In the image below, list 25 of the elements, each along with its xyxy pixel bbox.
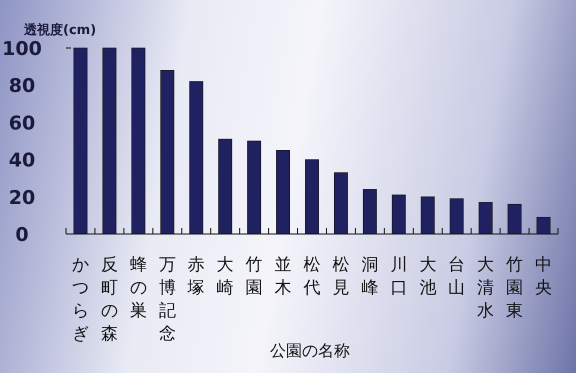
x-axis-title: 公園の名称 [270, 341, 350, 360]
x-tick-label: 蜂の巣 [130, 255, 147, 321]
x-tick-label: 大池 [419, 255, 436, 298]
y-axis-title: 透視度(cm) [23, 22, 96, 38]
y-tick-label: 100 [2, 38, 42, 60]
x-tick-label: 竹園東 [506, 255, 524, 321]
x-tick-label: 松見 [332, 255, 350, 298]
x-tick-label: 川口 [390, 255, 408, 298]
x-tick-label: 大崎 [216, 255, 234, 298]
x-tick-label: 竹園 [246, 255, 263, 298]
y-tick-label: 20 [8, 186, 36, 209]
y-tick-label: 80 [8, 75, 36, 98]
y-tick-label: 60 [8, 112, 36, 134]
x-tick-label: かつらぎ [72, 255, 89, 344]
x-tick-label: 並木 [274, 255, 292, 298]
x-tick-label: 中央 [535, 255, 552, 298]
y-tick-label: 40 [8, 150, 36, 172]
x-tick-label: 反町の森 [100, 255, 118, 344]
x-tick-label: 赤塚 [186, 255, 205, 298]
x-tick-label: 松代 [302, 255, 320, 298]
y-tick-label: 0 [15, 224, 29, 246]
x-tick-label: 台山 [448, 255, 466, 298]
x-tick-label: 大清水 [477, 255, 494, 321]
x-tick-label: 洞峰 [361, 255, 378, 298]
x-tick-label: 万博記念 [158, 255, 176, 344]
